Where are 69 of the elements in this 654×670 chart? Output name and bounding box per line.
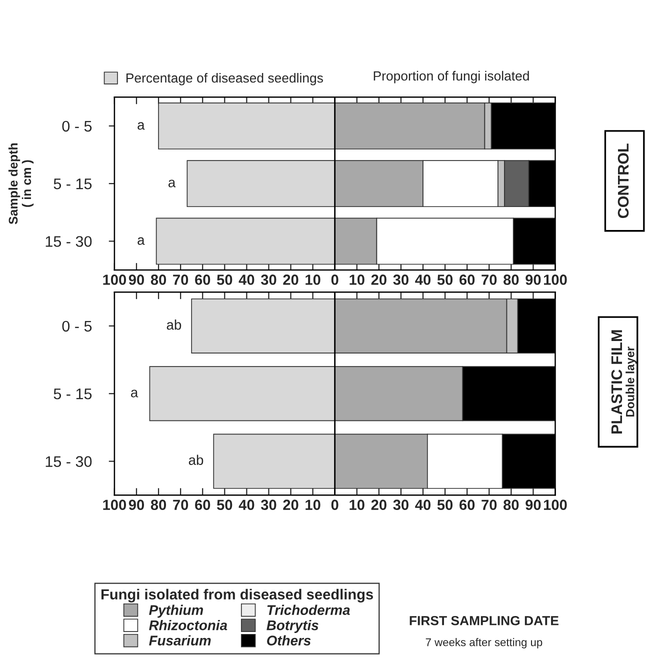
x-tick-label: 40	[238, 500, 254, 510]
legend-title: Fungi isolated from diseased seedlings	[101, 588, 373, 602]
x-tick-label: 0	[331, 500, 338, 510]
legend-label: Pythium	[149, 604, 204, 618]
y-tick-label: 0 - 5	[62, 320, 92, 332]
x-tick-label: 20	[371, 274, 386, 285]
x-tick-label: 40	[415, 500, 431, 510]
y-tick-label: 15 - 30	[46, 456, 92, 467]
x-tick-label: 30	[260, 500, 276, 510]
x-tick-label: 60	[460, 500, 475, 510]
x-tick-label: 70	[482, 500, 497, 510]
annotation: a	[138, 122, 145, 130]
x-tick-label: 10	[306, 500, 320, 510]
x-tick-label: 10	[306, 274, 320, 285]
x-tick-label: 50	[216, 500, 232, 510]
x-tick-label: 30	[260, 274, 276, 285]
annotation: ab	[188, 454, 204, 465]
legend-label: Percentage of diseased seedlings	[126, 72, 323, 86]
x-tick-label: 70	[482, 274, 497, 285]
x-tick-label: 60	[460, 274, 475, 285]
x-tick-label: 100	[103, 500, 126, 510]
x-tick-label: 100	[103, 274, 126, 285]
x-tick-label: 100	[544, 274, 567, 285]
y-tick-label: 5 - 15	[54, 178, 92, 190]
text: 7 weeks after setting up	[426, 638, 542, 648]
x-tick-label: 40	[238, 274, 254, 285]
x-tick-label: 10	[350, 500, 364, 510]
x-tick-label: 30	[393, 500, 408, 510]
x-tick-label: 90	[526, 274, 541, 285]
y-tick-label: 5 - 15	[54, 388, 92, 400]
legend-label: Fusarium	[149, 635, 211, 646]
text: FIRST SAMPLING DATE	[410, 616, 558, 626]
legend-label: Rhizoctonia	[149, 620, 228, 630]
legend-label: Botrytis	[266, 620, 318, 633]
x-tick-label: 90	[526, 500, 541, 510]
x-tick-label: 0	[331, 274, 338, 285]
x-tick-label: 100	[544, 500, 567, 510]
x-tick-label: 70	[173, 274, 188, 285]
x-tick-label: 90	[128, 500, 144, 510]
x-tick-label: 50	[437, 274, 453, 285]
x-tick-label: 40	[415, 274, 431, 285]
x-tick-label: 80	[504, 274, 519, 285]
text: CONTROL	[618, 144, 629, 218]
annotation: ab	[166, 320, 182, 330]
x-tick-label: 10	[350, 274, 364, 285]
annotation: a	[131, 390, 138, 398]
legend-label: Others	[267, 635, 311, 646]
annotation: a	[168, 180, 176, 188]
x-tick-label: 90	[128, 274, 144, 285]
text: Double layer	[626, 346, 637, 417]
x-tick-label: 70	[173, 500, 188, 510]
x-tick-label: 50	[216, 274, 232, 285]
x-tick-label: 80	[150, 500, 166, 510]
y-tick-label: 0 - 5	[62, 120, 92, 132]
text: PLASTIC FILM	[611, 330, 622, 434]
annotation: a	[138, 237, 145, 245]
x-tick-label: 80	[150, 274, 166, 285]
x-tick-label: 60	[195, 274, 210, 285]
x-tick-label: 50	[437, 500, 453, 510]
x-tick-label: 20	[371, 500, 386, 510]
text: Proportion of fungi isolated	[374, 70, 529, 84]
y-tick-label: 15 - 30	[46, 236, 92, 247]
x-tick-label: 60	[195, 500, 210, 510]
x-tick-label: 80	[504, 500, 519, 510]
legend-label: Trichoderma	[267, 604, 350, 615]
x-tick-label: 20	[283, 274, 298, 285]
x-tick-label: 30	[393, 274, 408, 285]
x-tick-label: 20	[283, 500, 298, 510]
y-axis-title: Sample depth ( in cm )	[8, 143, 34, 224]
